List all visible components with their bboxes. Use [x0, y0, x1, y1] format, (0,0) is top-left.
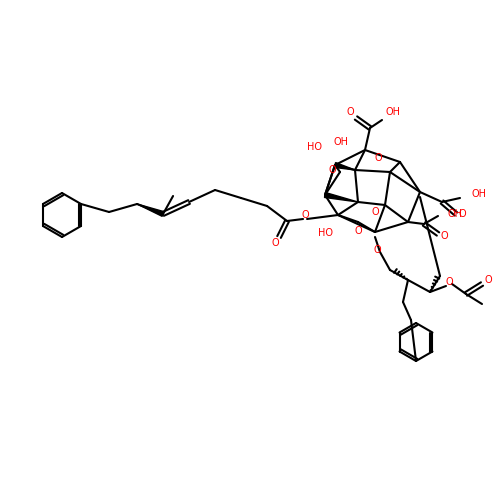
Text: O: O [371, 207, 379, 217]
Text: OH: OH [386, 107, 401, 117]
Text: O: O [440, 231, 448, 241]
Text: O: O [458, 209, 466, 219]
Text: O: O [354, 226, 362, 236]
Text: O: O [484, 275, 492, 285]
Text: OH: OH [448, 209, 463, 219]
Polygon shape [137, 204, 164, 216]
Text: HO: HO [318, 228, 333, 238]
Text: O: O [373, 245, 381, 255]
Text: OH: OH [334, 137, 349, 147]
Text: O: O [346, 107, 354, 117]
Text: O: O [328, 165, 336, 175]
Text: O: O [445, 277, 453, 287]
Text: HO: HO [308, 142, 322, 152]
Text: OH: OH [472, 189, 487, 199]
Text: O: O [271, 238, 279, 248]
Polygon shape [334, 162, 355, 170]
Polygon shape [324, 192, 358, 202]
Text: O: O [301, 210, 309, 220]
Text: O: O [374, 153, 382, 163]
